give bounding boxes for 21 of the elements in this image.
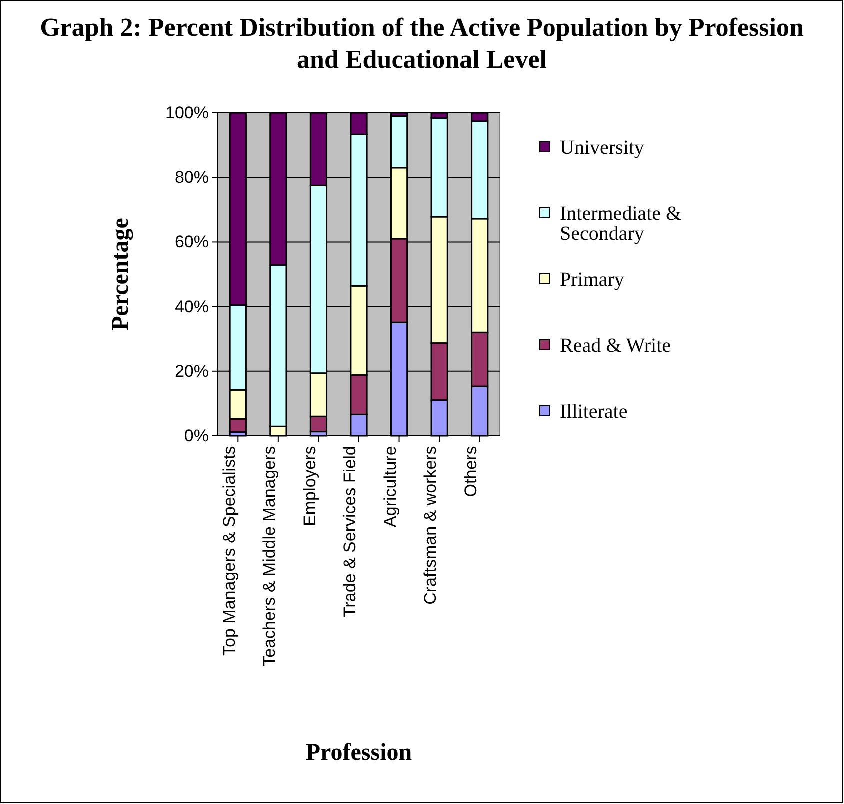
- x-tick-label: Craftsman & workers: [421, 446, 440, 605]
- y-tick-label: 60%: [174, 232, 209, 252]
- x-tick-label: Others: [461, 446, 480, 498]
- legend-label: Read & Write: [560, 335, 672, 357]
- y-tick-label: 100%: [166, 103, 209, 122]
- legend-label: University: [560, 137, 644, 159]
- y-tick-label: 40%: [174, 297, 209, 316]
- legend-label: Primary: [560, 269, 624, 291]
- x-axis-title: Profession: [306, 740, 412, 766]
- x-tick-label: Trade & Services Field: [340, 446, 360, 618]
- y-tick-label: 20%: [174, 362, 209, 381]
- x-tick-label: Teachers & Middle Managers: [260, 446, 280, 666]
- legend-label: Intermediate & Secondary: [560, 203, 682, 245]
- x-tick-label: Agriculture: [380, 446, 400, 528]
- x-tick-label: Top Managers & Specialists: [220, 446, 239, 656]
- chart-title: Graph 2: Percent Distribution of the Active Population by Profession and Educational Level: [40, 13, 804, 74]
- x-tick-label: Employers: [300, 446, 320, 527]
- y-tick-label: 80%: [174, 168, 209, 188]
- legend-label: Illiterate: [560, 401, 628, 423]
- y-tick-label: 0%: [184, 426, 209, 446]
- y-axis-title: Percentage: [108, 218, 134, 331]
